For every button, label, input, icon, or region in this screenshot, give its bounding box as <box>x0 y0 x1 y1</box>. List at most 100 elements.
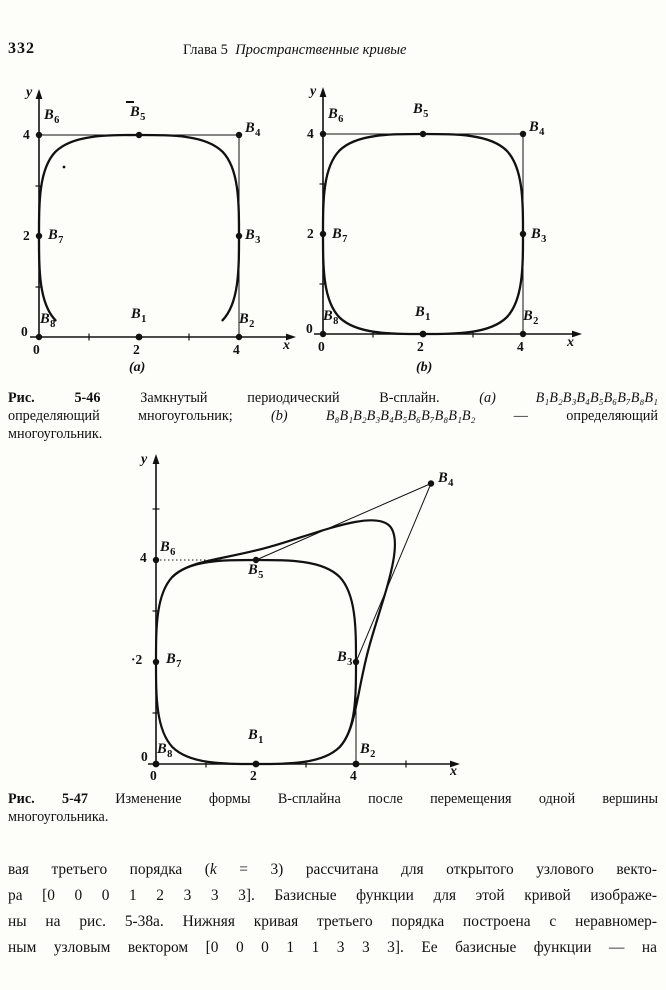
fig-5-46a-plot <box>30 89 296 341</box>
fig-b-ytick-label-4: 4 <box>307 126 314 141</box>
fig-b-ytick-label-0: 0 <box>306 321 313 336</box>
fig-a-x-arrow <box>286 333 296 341</box>
fig-5-47-plot <box>148 454 460 768</box>
fig-b-point-b2 <box>519 330 527 338</box>
fig-a-label-b5: B5 <box>130 104 146 123</box>
fig-47-label-b1: B1 <box>248 727 264 746</box>
caption-5-46-line3: многоугольник. <box>8 426 103 442</box>
fig-a-point-b2 <box>235 333 243 341</box>
fig-a-x-axis-label: x <box>283 338 290 353</box>
fig-47-y-axis-label: y <box>141 452 148 467</box>
fig-a-label-b7: B7 <box>48 227 64 246</box>
fig-a-point-b8 <box>35 333 43 341</box>
fig-a-point-b1 <box>135 333 143 341</box>
fig-a-point-b5 <box>135 131 143 139</box>
fig-47-label-b5: B5 <box>248 562 264 581</box>
fig-47-point-b7 <box>152 658 160 666</box>
fig-5-46-caption: Рис. 5-46 Замкнутый периодический B-спла… <box>8 389 658 443</box>
fig-a-xtick-label-4: 4 <box>233 342 240 357</box>
body-line-2: ра [0 0 0 1 2 3 3 3]. Базисные функции д… <box>8 887 657 904</box>
fig-b-label-b7: B7 <box>332 226 348 245</box>
fig-5-47-caption: Рис. 5-47 Изменение формы B-сплайна посл… <box>8 790 658 826</box>
fig-a-label-b6: B6 <box>44 107 60 126</box>
fig-47-label-b3: B3 <box>337 649 353 668</box>
fig-a-point-b6 <box>35 131 43 139</box>
fig-b-point-b6 <box>319 130 327 138</box>
fig-5-46b-plot <box>314 87 582 338</box>
caption-5-46-line2: определяющий многоугольник; (b) B₈B₁B₂B₃… <box>8 408 658 424</box>
fig-b-point-b4 <box>519 130 527 138</box>
body-line-4: ным узловым вектором [0 0 0 1 1 3 3 3]. … <box>8 939 657 956</box>
fig-b-xtick-label-0: 0 <box>318 339 325 354</box>
fig-47-x-axis-label: x <box>450 764 457 779</box>
fig-47-modified-bspline-curve <box>171 519 397 749</box>
fig-a-tag: (a) <box>129 360 146 375</box>
fig-47-point-b4 <box>427 480 435 487</box>
caption-5-47-line1: Рис. 5-47 Изменение формы B-сплайна посл… <box>8 791 658 807</box>
fig-b-label-b8: B8 <box>323 308 339 327</box>
fig-a-label-b2: B2 <box>239 311 255 330</box>
fig-a-point-b4 <box>235 131 243 139</box>
fig-47-point-b8 <box>152 760 160 768</box>
fig-b-label-b3: B3 <box>531 226 547 245</box>
fig-47-label-b2: B2 <box>360 741 376 760</box>
fig-b-point-b1 <box>419 330 427 338</box>
fig-a-y-arrow <box>35 89 43 99</box>
fig-47-xtick-label-2: 2 <box>250 768 257 783</box>
fig-47-point-b6 <box>152 556 160 564</box>
body-paragraph: вая третьего порядка (k = 3) рассчитана … <box>8 857 657 961</box>
chapter-title: Пространственные кривые <box>235 42 407 58</box>
fig-a-point-b3 <box>235 232 243 240</box>
fig-47-y-arrow <box>152 454 160 464</box>
fig-47-edge-b4-b3 <box>355 483 432 663</box>
fig-b-label-b1: B1 <box>415 304 431 323</box>
chapter-prefix: Глава 5 <box>183 42 228 58</box>
fig-b-point-b7 <box>319 230 327 238</box>
fig-47-point-b2 <box>352 760 360 768</box>
fig-a-label-b8: B8 <box>40 311 56 330</box>
fig-47-x-arrow <box>450 760 460 768</box>
print-artifact-bar <box>126 101 134 103</box>
caption-5-46-line1: Рис. 5-46 Замкнутый периодический B-спла… <box>8 390 658 406</box>
fig-47-point-b3 <box>352 658 360 666</box>
fig-47-label-b8: B8 <box>157 741 173 760</box>
fig-b-point-b3 <box>519 230 527 238</box>
fig-b-label-b5: B5 <box>413 101 429 120</box>
fig-b-xtick-label-2: 2 <box>417 339 424 354</box>
fig-b-label-b2: B2 <box>523 308 539 327</box>
fig-a-xtick-label-0: 0 <box>33 342 40 357</box>
fig-47-xtick-label-0: 0 <box>150 768 157 783</box>
fig-a-ytick-label-4: 4 <box>23 127 30 142</box>
caption-5-47-line2: многоугольника. <box>8 809 109 825</box>
page-number: 332 <box>8 40 35 57</box>
print-artifact-dot <box>62 165 66 169</box>
fig-b-y-arrow <box>319 87 327 97</box>
fig-47-xtick-label-4: 4 <box>350 768 357 783</box>
fig-b-point-b8 <box>319 330 327 338</box>
fig-b-label-b4: B4 <box>529 119 545 138</box>
fig-a-label-b1: B1 <box>131 306 147 325</box>
fig-a-bspline-curve <box>37 133 241 322</box>
fig-a-ytick-label-0: 0 <box>21 324 28 339</box>
fig-b-bspline-curve <box>321 132 525 336</box>
fig-47-label-b7: B7 <box>166 651 182 670</box>
fig-47-point-b5 <box>252 556 260 564</box>
fig-b-x-axis-label: x <box>567 335 574 350</box>
fig-a-y-axis-label: y <box>26 85 33 100</box>
fig-47-label-b6: B6 <box>160 539 176 558</box>
fig-47-ytick-label-0: 0 <box>141 749 148 764</box>
fig-b-label-b6: B6 <box>328 106 344 125</box>
fig-a-point-b7 <box>35 232 43 240</box>
fig-47-edge-b5-b4 <box>255 483 432 561</box>
fig-47-ytick-label-4: 4 <box>140 550 147 565</box>
body-line-1: вая третьего порядка (k = 3) рассчитана … <box>8 861 657 878</box>
fig-47-label-b4: B4 <box>438 470 454 489</box>
fig-b-tag: (b) <box>416 360 433 375</box>
fig-b-point-b5 <box>419 130 427 138</box>
fig-a-xtick-label-2: 2 <box>133 342 140 357</box>
running-header: Глава 5 Пространственные кривые <box>183 42 407 59</box>
fig-47-ytick-label-2: ·2 <box>131 652 143 667</box>
fig-a-label-b4: B4 <box>245 120 261 139</box>
fig-a-label-b3: B3 <box>245 227 261 246</box>
